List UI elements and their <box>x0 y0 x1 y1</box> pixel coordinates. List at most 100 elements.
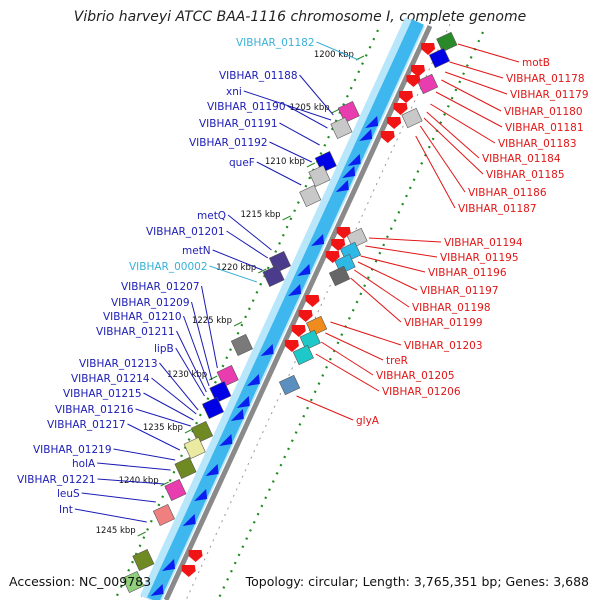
right-gene-label: VIBHAR_01197 <box>357 261 499 297</box>
left-leader-line <box>159 362 199 411</box>
right-gene-label: VIBHAR_01187 <box>415 135 537 215</box>
left-leader-line <box>113 448 176 461</box>
right-gene-label: VIBHAR_01184 <box>426 111 561 165</box>
right-gene-label: VIBHAR_01180 <box>441 79 583 118</box>
forward-gene-arrow <box>311 234 325 246</box>
kbp-tick-label: 1230 kbp <box>167 370 207 380</box>
left-gene-label: VIBHAR_01221 <box>17 474 165 486</box>
forward-gene-arrow <box>182 514 196 526</box>
forward-gene-arrow <box>359 129 373 141</box>
forward-gene-arrow <box>205 464 219 476</box>
forward-gene-box <box>330 116 353 140</box>
right-gene-name: VIBHAR_01199 <box>404 317 483 329</box>
kbp-tick: 1215 kbp <box>241 210 291 221</box>
right-gene-name: VIBHAR_01181 <box>505 122 584 134</box>
right-gene-name: VIBHAR_01205 <box>376 370 455 382</box>
left-leader-line <box>151 377 197 415</box>
forward-gene-box <box>209 380 232 404</box>
reverse-gene-box <box>346 227 368 249</box>
right-gene-label: VIBHAR_01179 <box>444 71 589 101</box>
left-gene-label: VIBHAR_01213 <box>79 358 199 411</box>
kbp-tick: 1240 kbp <box>119 476 169 487</box>
right-gene-name: motB <box>522 57 550 69</box>
kbp-tick: 1205 kbp <box>290 103 340 114</box>
reverse-gene-arrow <box>325 251 340 263</box>
right-leader-line <box>415 135 456 209</box>
backbone-shadow <box>163 24 433 600</box>
forward-gene-box <box>230 333 253 357</box>
left-gene-label: VIBHAR_01217 <box>47 419 180 451</box>
left-gene-name: VIBHAR_01188 <box>219 70 298 82</box>
left-gene-name: VIBHAR_01191 <box>199 118 278 130</box>
left-gene-label: queF <box>229 157 302 186</box>
reverse-gene-box <box>292 344 314 366</box>
right-leader-line <box>423 117 484 175</box>
forward-gene-arrow <box>342 166 356 178</box>
forward-gene-box <box>174 456 197 480</box>
kbp-tick-label: 1200 kbp <box>314 50 354 60</box>
forward-gene-box <box>132 548 155 572</box>
left-leader-line <box>127 423 180 451</box>
right-gene-label: VIBHAR_01198 <box>354 269 491 314</box>
right-gene-name: treR <box>386 355 408 367</box>
reverse-gene-arrow <box>399 91 414 103</box>
right-gene-label: treR <box>325 332 408 367</box>
reverse-gene-box <box>436 31 458 53</box>
left-gene-name: lipB <box>154 343 174 355</box>
left-gene-name: VIBHAR_01209 <box>111 297 190 309</box>
left-gene-label: VIBHAR_01209 <box>111 297 213 381</box>
kbp-tick-label: 1225 kbp <box>192 316 232 326</box>
forward-gene-box <box>201 396 225 420</box>
left-gene-name: leuS <box>57 488 80 500</box>
right-gene-label: VIBHAR_01195 <box>365 245 519 264</box>
left-gene-label: Int <box>59 504 147 523</box>
reverse-gene-box <box>328 265 351 287</box>
reverse-gene-box <box>416 73 439 95</box>
right-gene-label: VIBHAR_01181 <box>435 91 584 134</box>
left-gene-label: VIBHAR_01190 <box>207 101 328 129</box>
right-gene-label: motB <box>457 43 550 69</box>
right-gene-label: VIBHAR_01199 <box>350 277 483 329</box>
left-gene-label: VIBHAR_01219 <box>33 444 176 461</box>
left-leader-line <box>175 347 205 397</box>
forward-gene-arrow <box>260 344 274 356</box>
right-leader-line <box>441 79 502 112</box>
right-leader-line <box>426 111 480 159</box>
kbp-tick-label: 1245 kbp <box>96 526 136 536</box>
left-gene-name: VIBHAR_01211 <box>96 326 175 338</box>
right-gene-name: VIBHAR_01179 <box>510 89 589 101</box>
reverse-gene-arrow <box>393 103 408 115</box>
left-gene-name: VIBHAR_01201 <box>146 226 225 238</box>
right-gene-labels: motB VIBHAR_01178 VIBHAR_01179 VIBHAR_01180… <box>296 43 589 427</box>
reverse-gene-arrow <box>284 340 299 352</box>
forward-strand-features <box>122 100 379 596</box>
right-leader-line <box>357 261 418 291</box>
left-gene-label: lipB <box>154 343 205 397</box>
left-gene-name: queF <box>229 157 255 169</box>
reverse-gene-arrow <box>188 550 203 562</box>
left-leader-line <box>256 161 302 186</box>
forward-gene-arrow <box>150 584 164 596</box>
outer-guide-line-left <box>114 29 379 600</box>
left-gene-label: VIBHAR_01214 <box>71 373 197 415</box>
left-gene-name: Int <box>59 504 73 516</box>
left-gene-name: VIBHAR_01221 <box>17 474 96 486</box>
right-gene-label: VIBHAR_01178 <box>449 61 585 85</box>
right-gene-name: VIBHAR_01203 <box>404 340 483 352</box>
left-leader-line <box>201 285 218 369</box>
left-gene-label: VIBHAR_01215 <box>63 388 194 421</box>
right-gene-label: VIBHAR_01185 <box>423 117 565 181</box>
left-gene-name: holA <box>72 458 96 470</box>
right-gene-name: VIBHAR_01196 <box>428 267 507 279</box>
left-gene-name: VIBHAR_01216 <box>55 404 134 416</box>
left-leader-line <box>287 105 328 129</box>
right-leader-line <box>350 277 402 323</box>
right-leader-line <box>360 255 426 273</box>
forward-gene-box <box>183 436 206 460</box>
forward-gene-arrow <box>288 284 302 296</box>
forward-gene-box <box>164 478 187 502</box>
reverse-gene-box <box>401 107 423 129</box>
reverse-gene-arrow <box>421 43 436 55</box>
forward-gene-box <box>308 164 331 188</box>
